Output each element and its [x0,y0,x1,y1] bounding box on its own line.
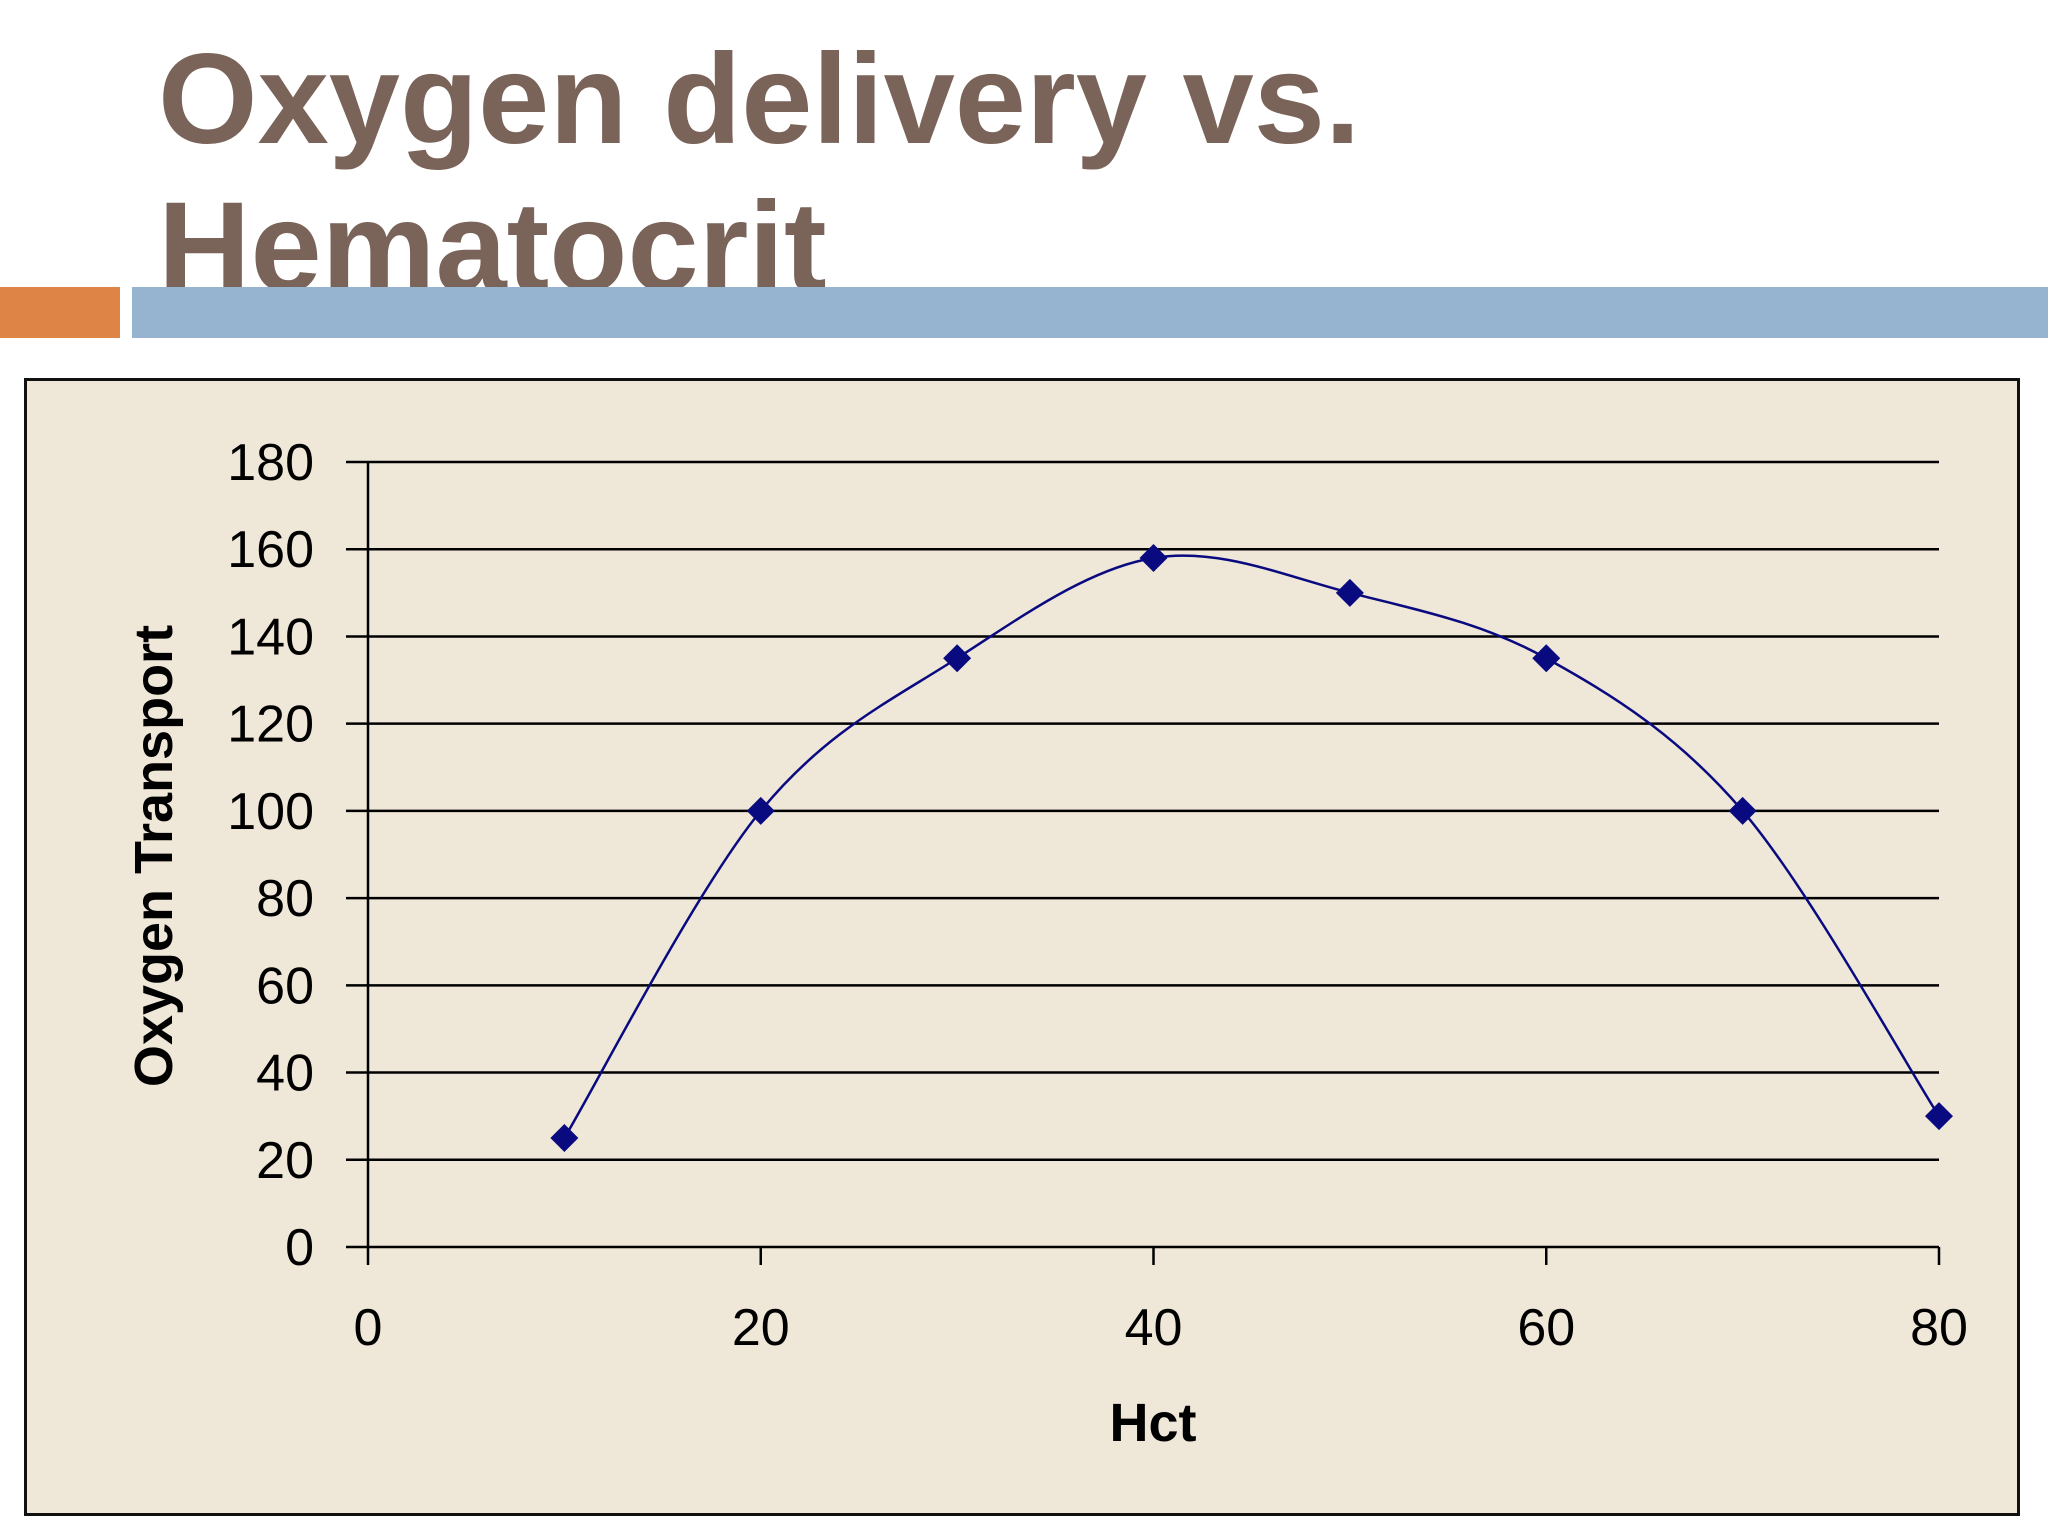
data-point-marker [1532,644,1561,673]
markers [550,543,1953,1152]
data-point-marker [1335,578,1364,607]
y-tick-label: 140 [227,608,314,666]
x-tick-label: 40 [1125,1299,1183,1357]
x-tick-label: 80 [1910,1299,1968,1357]
y-tick-label: 20 [256,1132,314,1190]
x-tick-label: 20 [732,1299,790,1357]
data-point-marker [1728,796,1757,825]
data-point-marker [746,796,775,825]
data-point-marker [1139,543,1168,572]
y-tick-label: 40 [256,1045,314,1103]
chart-frame: 0 20 40 60 80 100 120 140 160 180 0 20 40 60 80 Oxyge… [24,378,2020,1516]
y-tick-label: 80 [256,870,314,928]
slide-title-line-1: Oxygen delivery vs. [158,28,1361,171]
slide-title: Oxygen delivery vs. Hematocrit [158,26,1360,322]
series-group [563,554,1941,1139]
x-tick-label: 60 [1517,1299,1575,1357]
y-tick-label: 160 [227,521,314,579]
y-tick-labels: 0 20 40 60 80 100 120 140 160 180 [227,434,314,1277]
chart: 0 20 40 60 80 100 120 140 160 180 0 20 40 60 80 Oxyge… [124,434,1968,1453]
x-tick-label: 0 [354,1299,383,1357]
data-point-marker [550,1123,579,1152]
x-axis-title: Hct [1109,1393,1196,1453]
y-tick-label: 180 [227,434,314,492]
x-tick-labels: 0 20 40 60 80 [354,1299,1968,1357]
accent-bar-orange [0,287,120,338]
y-axis-title: Oxygen Transport [124,625,184,1087]
y-tick-label: 120 [227,696,314,754]
accent-bar-blue [132,287,2048,338]
data-point-marker [943,644,972,673]
data-point-marker [1925,1102,1953,1131]
gridlines [346,460,1939,1249]
y-tick-label: 60 [256,957,314,1015]
series-line [563,554,1941,1139]
y-tick-label: 100 [227,783,314,841]
axes [366,462,1941,1265]
y-tick-label: 0 [285,1219,314,1277]
